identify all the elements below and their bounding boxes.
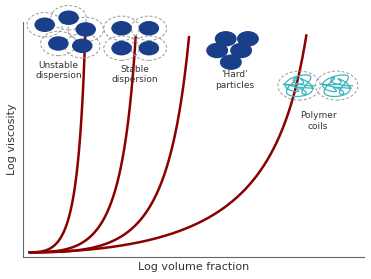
Circle shape: [49, 37, 68, 50]
Circle shape: [238, 32, 258, 46]
Circle shape: [221, 55, 241, 69]
Circle shape: [59, 11, 78, 24]
Circle shape: [76, 23, 95, 36]
Text: Stable
dispersion: Stable dispersion: [112, 64, 158, 84]
Circle shape: [207, 44, 227, 57]
Y-axis label: Log viscosity: Log viscosity: [7, 104, 17, 175]
Circle shape: [139, 22, 158, 35]
X-axis label: Log volume fraction: Log volume fraction: [138, 262, 249, 272]
Circle shape: [112, 42, 131, 55]
Circle shape: [112, 22, 131, 35]
Circle shape: [73, 39, 92, 52]
Circle shape: [35, 18, 54, 31]
Circle shape: [231, 44, 251, 57]
Text: Polymer
coils: Polymer coils: [300, 111, 336, 131]
Text: Unstable
dispersion: Unstable dispersion: [35, 61, 82, 80]
Text: 'Hard'
particles: 'Hard' particles: [215, 70, 254, 90]
Circle shape: [216, 32, 236, 46]
Circle shape: [139, 42, 158, 55]
